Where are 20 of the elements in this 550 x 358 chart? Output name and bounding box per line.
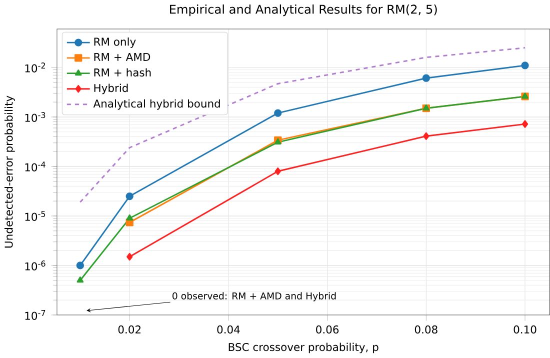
y-tick-label: 10$^{-7}$ — [25, 310, 46, 320]
y-tick-label: 10$^{-5}$ — [25, 211, 46, 222]
y-tick-label: 10$^{-3}$ — [25, 112, 46, 122]
legend-label: Analytical hybrid bound — [93, 100, 220, 110]
y-axis-title: Undetected-error probability — [4, 96, 15, 248]
legend-label: Hybrid — [94, 84, 128, 94]
x-tick-label: 0.10 — [514, 326, 536, 334]
x-tick-label: 0.06 — [316, 326, 339, 334]
legend-label: RM + AMD — [94, 53, 150, 62]
x-tick-label: 0.04 — [217, 326, 240, 334]
x-axis-title: BSC crossover probability, p — [228, 342, 378, 354]
y-tick-label: 10$^{-4}$ — [25, 162, 46, 172]
y-tick-label: 10$^{-6}$ — [25, 260, 46, 271]
legend-label: RM + hash — [94, 68, 151, 77]
annotation: 0 observed: RM + AMD and Hybrid — [172, 292, 336, 302]
y-tick-label: 10$^{-2}$ — [25, 62, 45, 73]
legend-label: RM only — [94, 38, 136, 48]
chart-title: Empirical and Analytical Results for RM(2, 5) — [170, 4, 437, 16]
x-tick-label: 0.02 — [118, 326, 140, 334]
x-tick-label: 0.08 — [414, 326, 438, 334]
